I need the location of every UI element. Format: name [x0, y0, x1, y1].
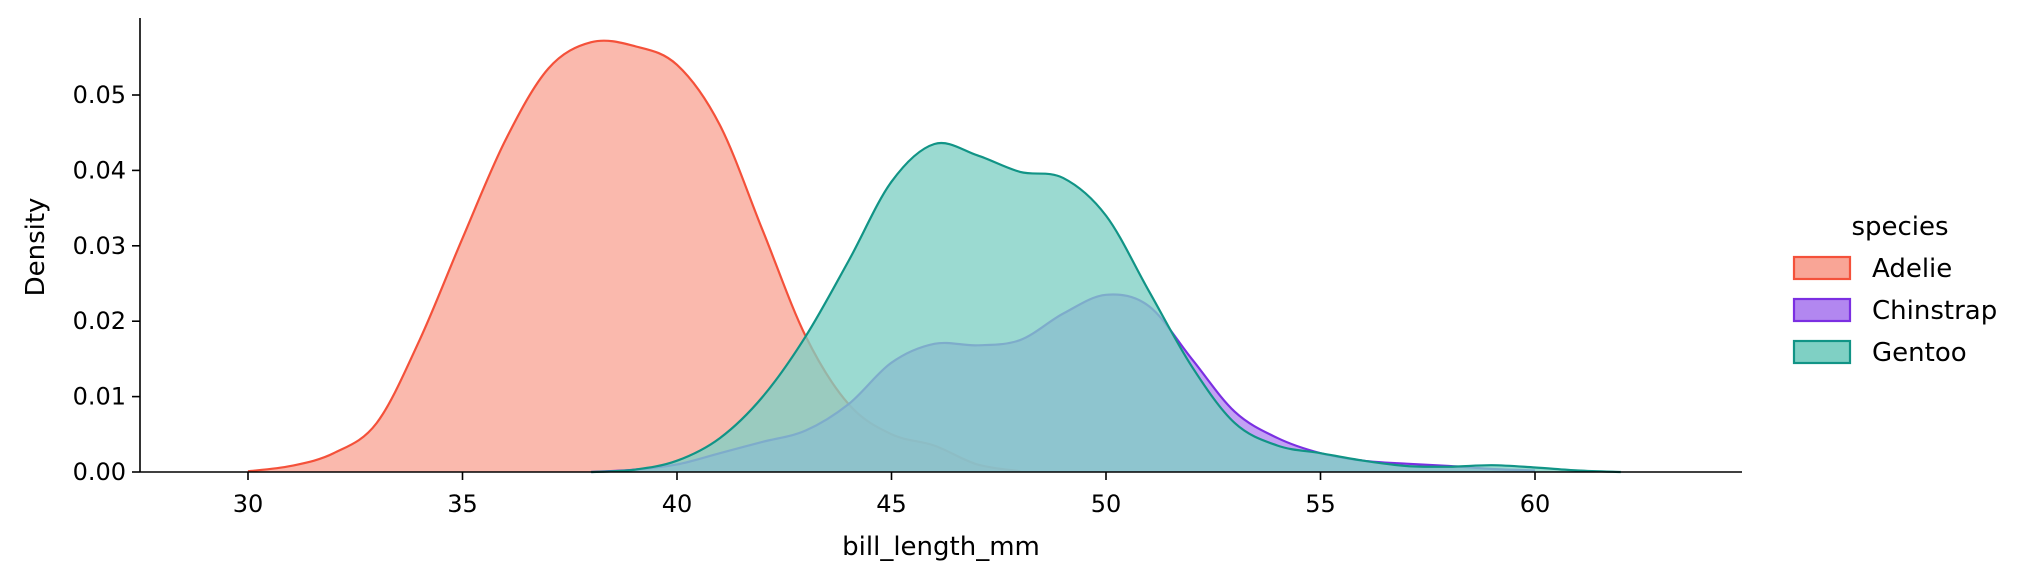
y-ticks: 0.00 0.01 0.02 0.03 0.04 0.05 — [73, 81, 140, 486]
x-tick-label: 55 — [1305, 490, 1336, 518]
plot-area — [247, 39, 1621, 474]
legend-label: Gentoo — [1872, 338, 1967, 368]
legend: species Adelie Chinstrap Gentoo — [1792, 212, 1997, 368]
x-tick-label: 35 — [447, 490, 478, 518]
x-tick-label: 40 — [662, 490, 693, 518]
x-tick-label: 30 — [233, 490, 264, 518]
x-tick-label: 60 — [1520, 490, 1551, 518]
legend-label: Chinstrap — [1872, 296, 1997, 326]
legend-entry-chinstrap: Chinstrap — [1792, 296, 1997, 326]
y-tick-label: 0.03 — [73, 232, 126, 260]
legend-title: species — [1851, 212, 1948, 242]
density-area-gentoo — [591, 142, 1621, 473]
series-gentoo — [591, 141, 1621, 474]
x-tick-label: 50 — [1091, 490, 1122, 518]
legend-swatch — [1792, 339, 1852, 365]
legend-entry-adelie: Adelie — [1792, 254, 1952, 284]
y-tick-label: 0.02 — [73, 307, 126, 335]
y-axis-label: Density — [21, 198, 51, 297]
y-tick-label: 0.01 — [73, 383, 126, 411]
y-tick-label: 0.04 — [73, 156, 126, 184]
y-tick-label: 0.00 — [73, 458, 126, 486]
y-tick-label: 0.05 — [73, 81, 126, 109]
x-axis-label: bill_length_mm — [842, 532, 1040, 562]
legend-label: Adelie — [1872, 254, 1952, 284]
x-tick-label: 45 — [876, 490, 907, 518]
density-area-adelie — [248, 40, 1021, 472]
legend-entry-gentoo: Gentoo — [1792, 338, 1967, 368]
density-line-gentoo — [591, 141, 1621, 474]
legend-swatch — [1792, 255, 1852, 281]
legend-swatch — [1792, 297, 1852, 323]
x-ticks: 30 35 40 45 50 55 60 — [233, 472, 1551, 518]
